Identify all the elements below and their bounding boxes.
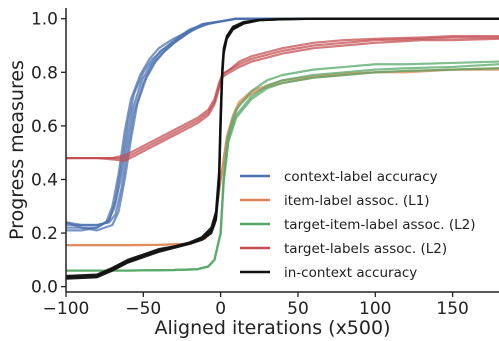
series-line: [66, 17, 499, 278]
legend-item: target-item-label assoc. (L2): [240, 217, 475, 233]
series-line: [66, 63, 499, 272]
y-tick-label: 0.8: [31, 63, 58, 83]
y-tick-label: 0.4: [31, 170, 58, 190]
y-tick-label: 0.6: [31, 117, 58, 137]
legend-label: target-labels assoc. (L2): [284, 241, 447, 257]
legend-item: item-label assoc. (L1): [240, 193, 430, 209]
y-tick-label: 0.0: [31, 278, 58, 298]
legend-label: in-context accuracy: [284, 265, 417, 281]
x-tick-label: 150: [436, 299, 468, 319]
x-tick-label: 50: [287, 299, 309, 319]
x-tick-label: 100: [359, 299, 391, 319]
series-2: [66, 60, 499, 272]
legend-item: target-labels assoc. (L2): [240, 241, 447, 257]
legend-label: target-item-label assoc. (L2): [284, 217, 475, 233]
series-line: [66, 60, 499, 272]
y-tick-label: 1.0: [31, 10, 58, 30]
legend-item: context-label accuracy: [240, 169, 438, 185]
series-line: [66, 17, 499, 279]
legend-label: item-label assoc. (L1): [284, 193, 430, 209]
series-line: [66, 67, 499, 272]
x-axis-title: Aligned iterations (x500): [155, 317, 391, 339]
series-4: [66, 17, 499, 280]
y-ticks: 0.0 0.2 0.4 0.6 0.8 1.0: [31, 10, 66, 298]
series-layer: [66, 17, 499, 280]
series-line: [66, 17, 499, 280]
axes: −100 −50 0 50 100 150 0.0 0.2 0.4 0.6 0.8 1.0 Alig…: [6, 8, 499, 339]
x-tick-label: 0: [215, 299, 226, 319]
series-line: [66, 17, 499, 227]
x-tick-label: −50: [125, 299, 161, 319]
x-tick-label: −100: [43, 299, 90, 319]
legend: context-label accuracy item-label assoc. …: [240, 169, 475, 281]
y-tick-label: 0.2: [31, 224, 58, 244]
x-ticks: −100 −50 0 50 100 150: [43, 292, 469, 319]
y-axis-title: Progress measures: [6, 60, 28, 240]
legend-item: in-context accuracy: [240, 265, 417, 281]
legend-label: context-label accuracy: [284, 169, 438, 185]
